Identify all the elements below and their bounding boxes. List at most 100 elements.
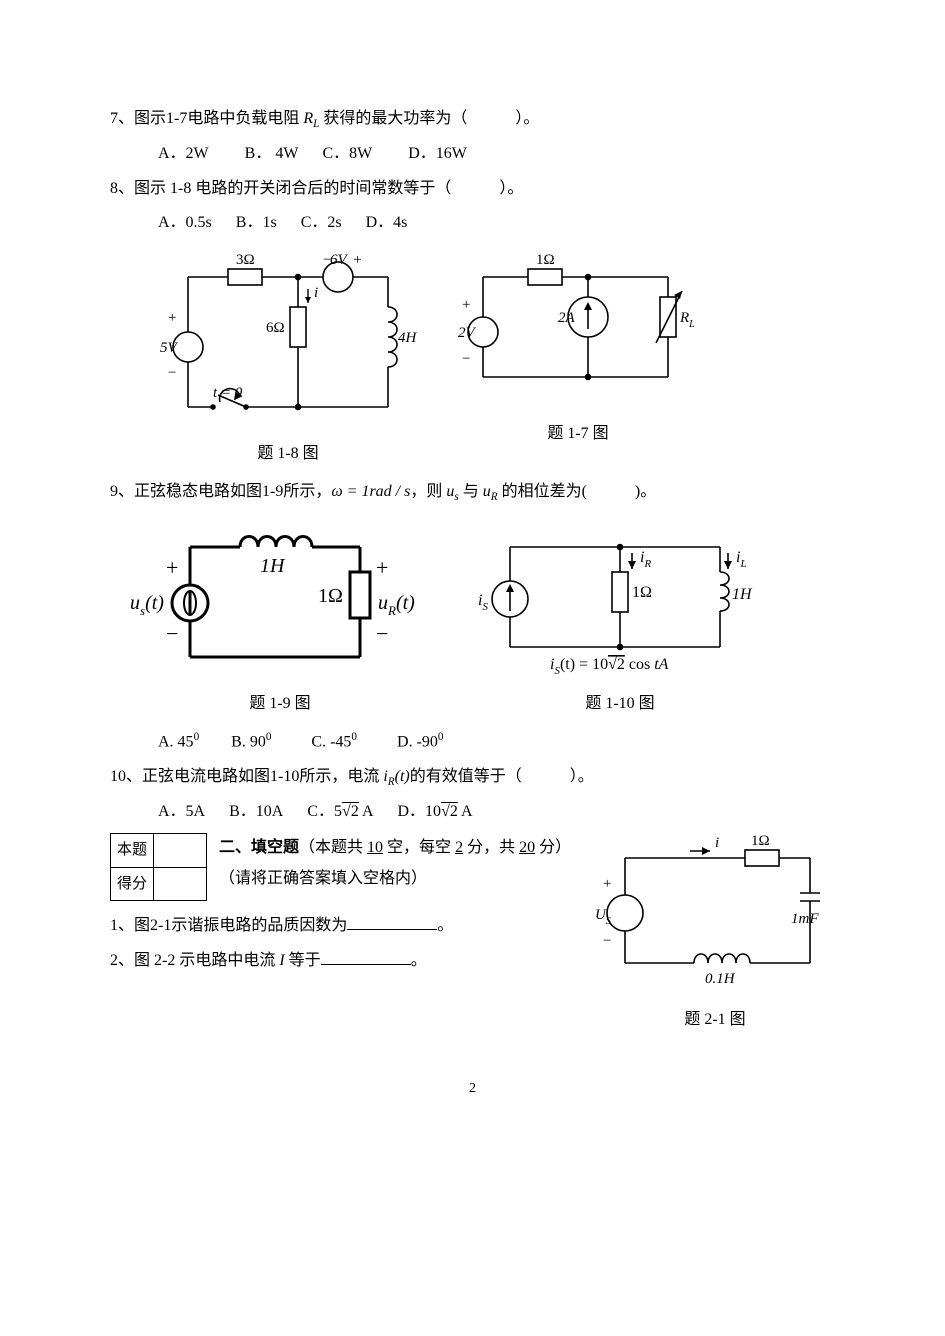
svg-text:us(t): us(t)	[130, 592, 164, 618]
svg-text:−: −	[376, 621, 388, 646]
fig17-caption: 题 1-7 图	[458, 419, 698, 449]
fig19-L: 1H	[260, 555, 286, 577]
question-7: 7、图示1-7电路中负载电阻 RL 获得的最大功率为（ ）。	[110, 104, 835, 135]
sec2-n1: 10	[367, 839, 383, 856]
q10-options: A．5A B．10A C．5√2 A D．10√2 A	[110, 797, 835, 827]
fig18-v-top: 6V	[330, 252, 349, 268]
svg-text:iL: iL	[736, 549, 747, 570]
q7-options: A．2W B． 4W C．8W D．16W	[110, 139, 835, 169]
q9-mid: ，则	[410, 483, 446, 500]
q10-var-arg: (t)	[395, 768, 410, 785]
fig19-us-arg: (t)	[145, 592, 164, 614]
fig18-i: i	[314, 285, 318, 301]
q9-pre: 9、正弦稳态电路如图1-9所示，	[110, 483, 331, 500]
fig110-iR-sub: R	[643, 558, 651, 570]
q10-pre: 10、正弦电流电路如图1-10所示，电流	[110, 768, 383, 785]
fig17-i-src: 2A	[558, 310, 576, 326]
sec2-m2: 分，共	[463, 839, 519, 856]
q9-deg-b: 0	[266, 731, 272, 743]
svg-text:iS(t) = 10√2 cos tA: iS(t) = 10√2 cos tA	[550, 656, 669, 677]
score-blank2	[154, 867, 207, 901]
q9-options: A. 450 B. 900 C. -450 D. -900	[110, 727, 835, 758]
svg-text:+: +	[376, 555, 388, 580]
q10-var-sub: R	[388, 776, 395, 788]
q9-deg-a: 0	[194, 731, 200, 743]
q10-opt-c-sqrt: √2	[342, 803, 359, 820]
svg-text:+: +	[603, 876, 611, 892]
circuit-1-10-svg: iR iL iS 1Ω 1H iS(t) = 10√2 cos tA	[470, 517, 770, 687]
fig21-Us-sub: S	[606, 916, 611, 927]
fig18-caption: 题 1-8 图	[158, 439, 418, 469]
fig18-r-mid: 6Ω	[266, 320, 285, 336]
figure-1-9: 1H 1Ω + − us(t) + − uR(t) 题 1-9 图	[130, 517, 430, 719]
question-10: 10、正弦电流电路如图1-10所示，电流 iR(t)的有效值等于（ ）。	[110, 762, 835, 793]
svg-text:+: +	[462, 297, 470, 313]
fig17-load-sub: L	[688, 319, 695, 330]
svg-text:−: −	[462, 351, 470, 367]
q9-deg-d: 0	[438, 731, 444, 743]
sec2-n2: 2	[455, 839, 463, 856]
q9-and: 与	[459, 483, 483, 500]
q9-uR-sub: R	[491, 491, 498, 503]
svg-text:US: US	[595, 907, 611, 927]
q10-opt-c-post: A	[359, 803, 374, 820]
figure-row-2: 1H 1Ω + − us(t) + − uR(t) 题 1-9 图	[130, 517, 835, 719]
q9-omega: ω = 1rad / s	[331, 483, 410, 500]
q8-opt-d: D．4s	[366, 214, 408, 231]
q7-text-pre: 7、图示1-7电路中负载电阻	[110, 110, 303, 127]
q10-opt-d-sqrt: √2	[441, 803, 458, 820]
fig21-R: 1Ω	[751, 833, 770, 849]
fig19-uR-sub: R	[387, 603, 396, 618]
circuit-2-1-svg: i 1Ω +− US 1mF 0.1H	[595, 833, 835, 1003]
fig19-uR-arg: (t)	[396, 592, 415, 614]
q10-opt-b: B．10A	[229, 803, 283, 820]
q8-opt-c: C．2s	[301, 214, 342, 231]
q10-opt-a: A．5A	[158, 803, 205, 820]
q9-opt-c: C. -45	[311, 733, 351, 750]
sec2-m1: 空，每空	[383, 839, 455, 856]
fq2-pre: 2、图 2-2 示电路中电流	[110, 952, 279, 969]
q7-opt-c: C．8W	[322, 145, 372, 162]
fig21-L: 0.1H	[705, 971, 736, 987]
fig110-is-sub: S	[482, 601, 488, 613]
fig21-i: i	[715, 835, 719, 851]
sec2-title: 二、填空题	[219, 839, 299, 856]
fig110-iL-sub: L	[739, 558, 746, 570]
q8-options: A．0.5s B．1s C．2s D．4s	[110, 208, 835, 238]
fq2-mid: 等于	[285, 952, 321, 969]
q10-opt-d-post: A	[458, 803, 473, 820]
sec2-p1: （本题共	[299, 839, 367, 856]
section-2-text: 二、填空题（本题共 10 空，每空 2 分，共 20 分） （请将正确答案填入空…	[219, 833, 571, 894]
fig110-caption: 题 1-10 图	[470, 689, 770, 719]
circuit-1-9-svg: 1H 1Ω + − us(t) + − uR(t)	[130, 517, 430, 687]
svg-text:iS: iS	[478, 592, 488, 613]
fig21-caption: 题 2-1 图	[595, 1005, 835, 1035]
score-r2: 得分	[111, 867, 154, 901]
fig110-R: 1Ω	[632, 584, 652, 601]
svg-text:−: −	[166, 621, 178, 646]
q8-opt-a: A．0.5s	[158, 214, 212, 231]
fig18-v-left: 5V	[160, 340, 179, 356]
fig110-eq-sqrt: √2	[608, 656, 625, 673]
fig17-load: R	[679, 310, 689, 326]
fig17-v-left: 2V	[458, 325, 477, 341]
figure-1-8: 3Ω − + 6V + − 5V 6Ω 4H i t = 0 题 1-8 图	[158, 247, 418, 469]
q8-text: 8、图示 1-8 电路的开关闭合后的时间常数等于（ ）。	[110, 180, 523, 197]
section-2-block: i 1Ω +− US 1mF 0.1H 题 2-1 图 本题 得分 二、填空题（…	[110, 833, 835, 1035]
figure-1-7: 1Ω + − 2V 2A RL 题 1-7 图	[458, 247, 698, 449]
question-8: 8、图示 1-8 电路的开关闭合后的时间常数等于（ ）。	[110, 174, 835, 204]
fq2-end: 。	[411, 952, 427, 969]
fig19-us: u	[130, 592, 140, 614]
q7-opt-a: A．2W	[158, 145, 209, 162]
fig110-L: 1H	[732, 586, 753, 603]
svg-text:+: +	[166, 555, 178, 580]
figure-2-1: i 1Ω +− US 1mF 0.1H 题 2-1 图	[595, 833, 835, 1035]
q7-text-post: 获得的最大功率为（ ）。	[319, 110, 539, 127]
svg-text:+: +	[168, 310, 176, 326]
q9-deg-c: 0	[351, 731, 357, 743]
sec2-e1: 分）	[535, 839, 571, 856]
score-box: 本题 得分	[110, 833, 207, 901]
sec2-n3: 20	[519, 839, 535, 856]
q10-opt-c-pre: C．5	[307, 803, 342, 820]
circuit-1-7-svg: 1Ω + − 2V 2A RL	[458, 247, 698, 417]
